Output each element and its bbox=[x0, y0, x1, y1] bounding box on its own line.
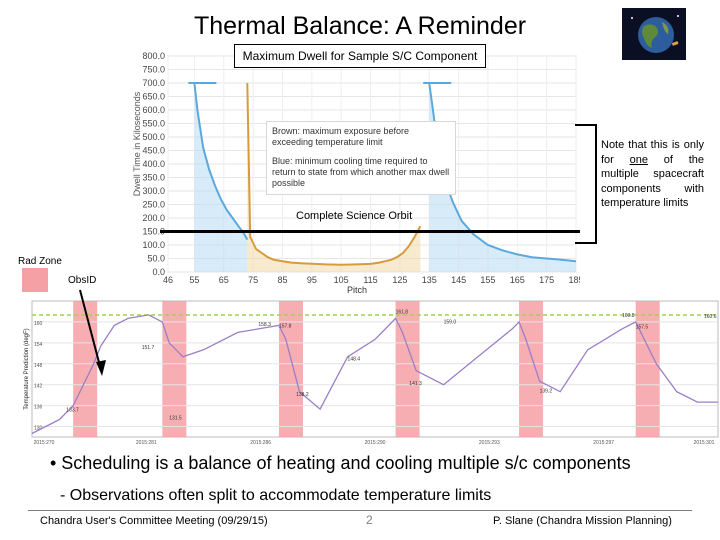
note-text-after: of the multiple spacecraft components wi… bbox=[601, 153, 704, 210]
y-tick-label: 250.0 bbox=[142, 200, 165, 210]
peak-temperature-label: 160.6 bbox=[704, 314, 717, 320]
rad-zone-band bbox=[73, 301, 98, 437]
y-tick-label: 136 bbox=[34, 405, 43, 411]
note-text-underlined: one bbox=[629, 153, 648, 166]
x-axis-label: Pitch bbox=[347, 285, 367, 295]
earth-orbit-logo bbox=[622, 8, 686, 60]
blue-area bbox=[429, 83, 576, 272]
legend-brown-text: Brown: maximum exposure before exceeding… bbox=[272, 126, 410, 147]
rad-zone-band bbox=[162, 301, 187, 437]
x-tick-label: 2015:270 bbox=[34, 440, 55, 446]
footer-meeting: Chandra User's Committee Meeting (09/29/… bbox=[40, 515, 268, 527]
bullet-sub: - Observations often split to accommodat… bbox=[60, 487, 492, 504]
low-temperature-label: 131.5 bbox=[169, 415, 182, 421]
rad-zone-band bbox=[635, 301, 660, 437]
y-tick-label: 600.0 bbox=[142, 105, 165, 115]
peak-temperature-label: 151.7 bbox=[142, 345, 155, 351]
legend-blue-text: Blue: minimum cooling time required to r… bbox=[272, 156, 450, 188]
y-tick-label: 350.0 bbox=[142, 173, 165, 183]
peak-temperature-label: 161.8 bbox=[396, 310, 409, 316]
x-tick-label: 115 bbox=[363, 275, 377, 285]
y-tick-label: 160 bbox=[34, 321, 43, 327]
note-bracket bbox=[575, 124, 597, 244]
x-tick-label: 75 bbox=[248, 275, 258, 285]
y-tick-label: 148 bbox=[34, 363, 43, 369]
x-tick-label: 65 bbox=[219, 275, 229, 285]
footer-author: P. Slane (Chandra Mission Planning) bbox=[493, 515, 672, 527]
complete-science-orbit-label: Complete Science Orbit bbox=[296, 210, 413, 222]
y-tick-label: 50.0 bbox=[147, 254, 165, 264]
rad-zone-band bbox=[278, 301, 303, 437]
y-tick-label: 142 bbox=[34, 384, 43, 390]
y-tick-label: 450.0 bbox=[142, 146, 165, 156]
x-tick-label: 185 bbox=[568, 275, 580, 285]
slide-title: Thermal Balance: A Reminder bbox=[193, 12, 527, 40]
y-tick-label: 300.0 bbox=[142, 186, 165, 196]
x-tick-label: 2015:290 bbox=[365, 440, 386, 446]
component-note: Note that this is only for one of the mu… bbox=[601, 138, 704, 211]
x-tick-label: 2015:286 bbox=[250, 440, 271, 446]
obsid-legend-label: ObsID bbox=[68, 275, 97, 286]
x-tick-label: 95 bbox=[307, 275, 317, 285]
y-tick-label: 154 bbox=[34, 342, 43, 348]
blue-cooling-line bbox=[193, 82, 249, 241]
x-tick-label: 85 bbox=[277, 275, 287, 285]
x-tick-label: 155 bbox=[480, 275, 495, 285]
x-tick-label: 105 bbox=[334, 275, 349, 285]
y-tick-label: 800.0 bbox=[142, 51, 165, 61]
plot-area bbox=[31, 300, 719, 438]
x-tick-label: 2015:297 bbox=[593, 440, 614, 446]
temperature-prediction-chart-svg: 130 136 142 148 154 160 2015:270 2015:281 2015:2… bbox=[24, 300, 719, 446]
page-number: 2 bbox=[366, 513, 373, 527]
x-tick-label: 165 bbox=[510, 275, 525, 285]
x-tick-label: 2015:301 bbox=[694, 440, 715, 446]
y-tick-label: 650.0 bbox=[142, 92, 165, 102]
x-tick-label: 55 bbox=[189, 275, 199, 285]
low-temperature-label: 141.3 bbox=[409, 381, 422, 387]
low-temperature-label: 138.2 bbox=[296, 392, 309, 398]
peak-temperature-label: 160.8 bbox=[622, 313, 635, 319]
y-tick-label: 750.0 bbox=[142, 65, 165, 75]
y-tick-label: 150.0 bbox=[142, 227, 165, 237]
y-tick-label: 550.0 bbox=[142, 119, 165, 129]
dwell-legend: Brown: maximum exposure before exceeding… bbox=[266, 121, 456, 195]
peak-temperature-label: 148.4 bbox=[348, 356, 361, 362]
peak-temperature-label: 157.8 bbox=[279, 324, 292, 330]
bullet-main: • Scheduling is a balance of heating and… bbox=[50, 453, 631, 473]
x-tick-label: 135 bbox=[422, 275, 437, 285]
y-tick-label: 100.0 bbox=[142, 240, 165, 250]
low-temperature-label: 133.7 bbox=[66, 408, 79, 414]
rad-zone-band bbox=[519, 301, 544, 437]
y-tick-label: 700.0 bbox=[142, 78, 165, 88]
y-tick-label: 200.0 bbox=[142, 213, 165, 223]
x-tick-label: 145 bbox=[451, 275, 466, 285]
y-axis-label: Dwell Time in Kiloseconds bbox=[132, 91, 142, 196]
peak-temperature-label: 157.5 bbox=[636, 325, 649, 331]
x-tick-label: 2015:281 bbox=[136, 440, 157, 446]
x-tick-label: 125 bbox=[392, 275, 407, 285]
peak-temperature-label: 158.3 bbox=[258, 322, 271, 328]
rad-zone-legend-swatch bbox=[22, 268, 48, 292]
note-text-before: Note that this is only for bbox=[601, 139, 704, 166]
y-tick-label: 0.0 bbox=[152, 267, 165, 277]
temperature-curve bbox=[31, 314, 718, 435]
y-tick-label: 130 bbox=[34, 426, 43, 432]
temperature-prediction-chart: 130 136 142 148 154 160 2015:270 2015:281 2015:2… bbox=[20, 297, 720, 447]
max-dwell-chart-title: Maximum Dwell for Sample S/C Component bbox=[234, 44, 486, 68]
footer-divider bbox=[28, 510, 692, 511]
blue-area bbox=[194, 83, 248, 272]
rad-zone-legend-label: Rad Zone bbox=[18, 256, 62, 267]
x-tick-label: 175 bbox=[539, 275, 554, 285]
x-tick-label: 2015:293 bbox=[479, 440, 500, 446]
peak-temperature-label: 159.0 bbox=[444, 319, 457, 325]
brown-dwell-line bbox=[246, 82, 422, 266]
y-axis-label: Temperature Prediction (degF) bbox=[24, 328, 30, 409]
low-temperature-label: 139.2 bbox=[540, 388, 553, 394]
y-tick-label: 400.0 bbox=[142, 159, 165, 169]
x-tick-label: 46 bbox=[163, 275, 173, 285]
y-tick-label: 500.0 bbox=[142, 132, 165, 142]
